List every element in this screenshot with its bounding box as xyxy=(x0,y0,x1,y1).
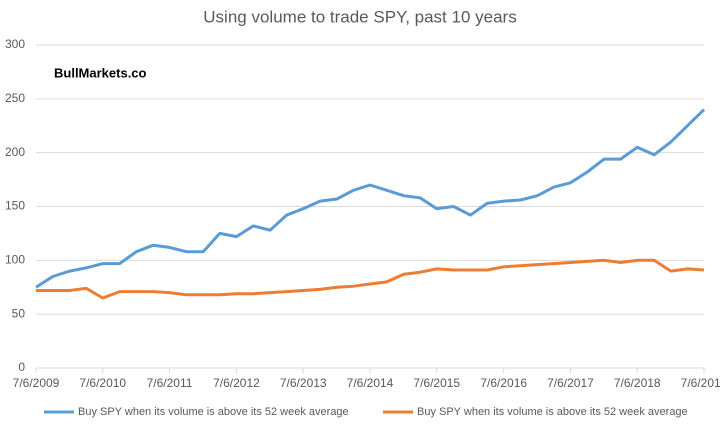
data-line xyxy=(35,108,706,289)
x-tick-label: 7/6/2013 xyxy=(280,376,327,390)
x-tick-label: 7/6/2009 xyxy=(13,376,60,390)
legend-label: Buy SPY when its volume is above its 52 … xyxy=(417,406,688,418)
x-tick-label: 7/6/2018 xyxy=(614,376,661,390)
x-tick-label: 7/6/2016 xyxy=(480,376,527,390)
legend-label: Buy SPY when its volume is above its 52 … xyxy=(78,406,349,418)
x-tick-label: 7/6/2017 xyxy=(547,376,594,390)
x-tick-label: 7/6/2015 xyxy=(413,376,460,390)
x-tick-label: 7/6/2014 xyxy=(347,376,394,390)
x-tick-label: 7/6/2011 xyxy=(147,376,193,390)
x-tick-label: 7/6/2010 xyxy=(79,376,126,390)
data-line xyxy=(36,258,705,300)
x-tick-label: 7/6/2019 xyxy=(681,376,720,390)
y-tick-label: 50 xyxy=(12,306,26,320)
x-tick-label: 7/6/2012 xyxy=(213,376,260,390)
chart-title: Using volume to trade SPY, past 10 years xyxy=(203,7,516,26)
y-tick-label: 200 xyxy=(5,145,25,159)
y-tick-label: 300 xyxy=(5,37,25,51)
y-tick-label: 250 xyxy=(5,91,25,105)
y-tick-label: 100 xyxy=(5,253,25,267)
watermark: BullMarkets.co xyxy=(54,65,147,80)
y-tick-label: 0 xyxy=(18,360,25,374)
y-tick-label: 150 xyxy=(5,199,25,213)
